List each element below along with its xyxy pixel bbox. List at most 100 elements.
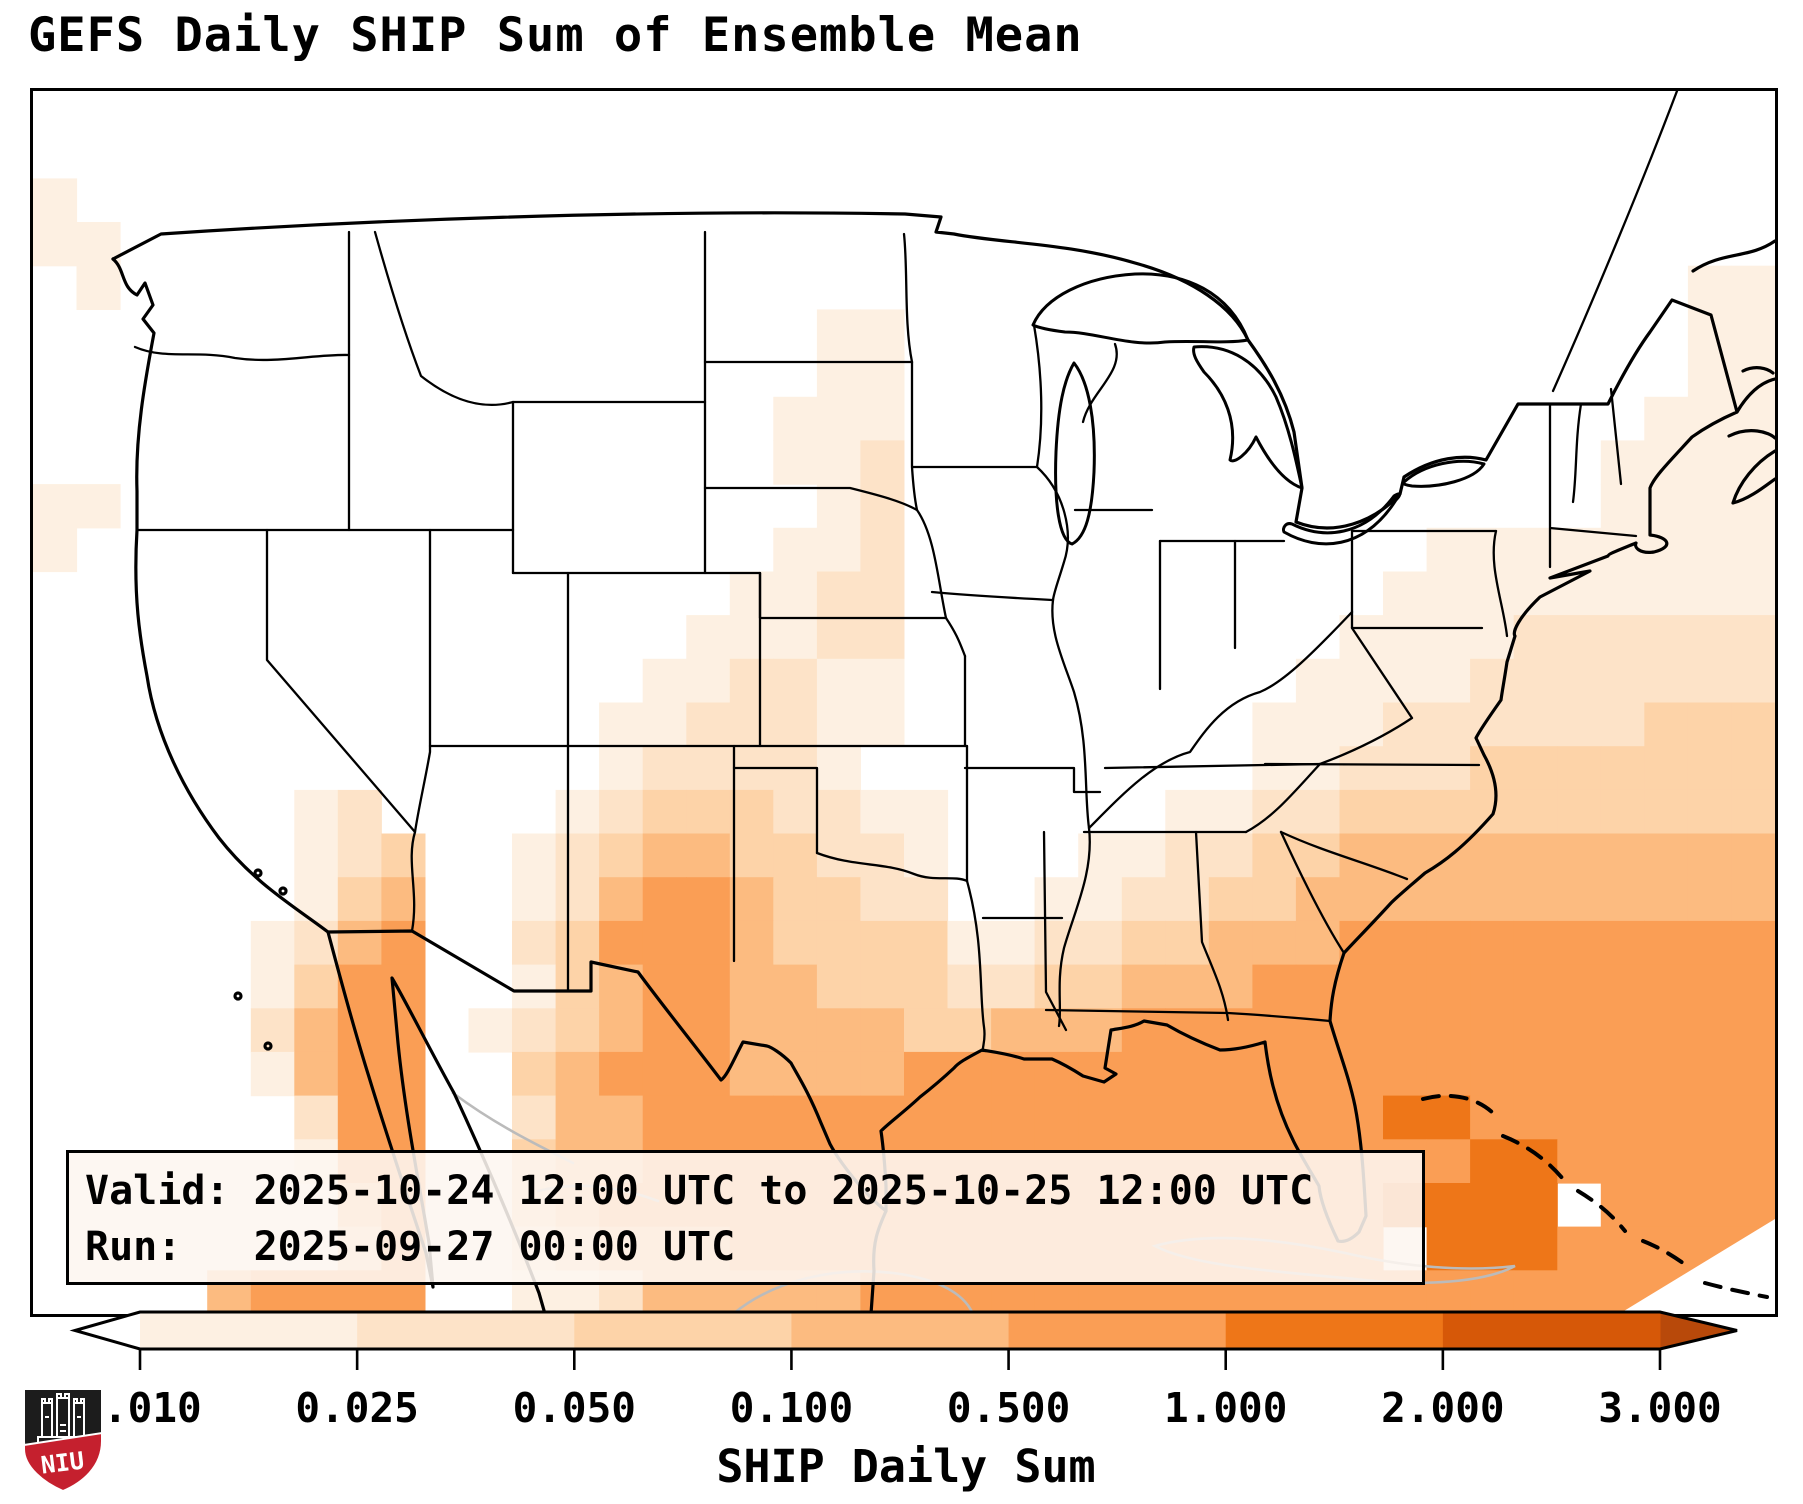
colorbar-segment <box>357 1312 575 1349</box>
shading-cell <box>1121 964 1166 1009</box>
shading-cell <box>1644 920 1689 966</box>
shading-cell <box>816 1051 861 1097</box>
shading-cell <box>1426 1008 1471 1053</box>
island-dot <box>263 1041 273 1051</box>
shading-cell <box>1687 1183 1732 1228</box>
shading-cell <box>1165 833 1210 878</box>
shading-cell <box>1600 877 1645 922</box>
shading-cell <box>1034 964 1079 1009</box>
shading-cell <box>860 658 905 704</box>
shading-cell <box>1470 746 1515 791</box>
shading-cell <box>555 789 600 835</box>
shading-cell <box>1644 571 1689 616</box>
shading-cell <box>337 877 382 922</box>
shading-cell <box>512 920 557 966</box>
shading-cell <box>642 789 687 835</box>
shading-cell <box>729 789 774 835</box>
shading-cell <box>1470 1008 1515 1053</box>
shading-cell <box>1208 964 1253 1009</box>
shading-cell <box>1034 877 1079 922</box>
shading-cell <box>1600 1139 1645 1184</box>
canada-border-east-coast-path <box>111 211 1739 1244</box>
shading-cell <box>1644 1139 1689 1184</box>
shading-cell <box>1470 964 1515 1009</box>
shading-cell <box>642 1095 687 1140</box>
shading-cell <box>1600 484 1645 529</box>
shading-cell <box>512 1095 557 1140</box>
shading-cell <box>1644 658 1689 704</box>
shading-cell <box>599 789 644 835</box>
island-dot <box>253 868 263 878</box>
shading-cell <box>1034 920 1079 966</box>
map-canvas <box>30 88 1778 1317</box>
shading-cell <box>1600 964 1645 1009</box>
shading-cell <box>1557 1051 1602 1097</box>
shading-cell <box>904 1051 949 1097</box>
shading-cell <box>904 964 949 1009</box>
shading-cell <box>686 746 731 791</box>
shading-cell <box>1383 571 1428 616</box>
colorbar-tick-label: 2.000 <box>1381 1384 1504 1432</box>
lake-erie <box>1282 492 1402 546</box>
shading-cell <box>1339 1008 1384 1053</box>
shading-cell <box>1426 746 1471 791</box>
shading-cell <box>1600 615 1645 660</box>
shading-cell <box>1687 1095 1732 1140</box>
shading-cell <box>512 1008 557 1053</box>
shading-cell <box>1339 964 1384 1009</box>
shading-cell <box>1208 1008 1253 1053</box>
shading-cell <box>381 920 426 966</box>
shading-cell <box>642 658 687 704</box>
shading-cell <box>1731 789 1775 835</box>
shading-cell <box>642 746 687 791</box>
shading-cell <box>1470 1183 1515 1228</box>
shading-cell <box>1687 833 1732 878</box>
shading-cell <box>1600 1226 1645 1271</box>
shading-cell <box>773 920 818 966</box>
shading-cell <box>1383 1008 1428 1053</box>
shading-cell <box>1426 1095 1471 1140</box>
shading-cell <box>1600 1008 1645 1053</box>
shading-cell <box>1513 1183 1558 1228</box>
shading-cell <box>1383 658 1428 704</box>
shading-cell <box>1078 920 1123 966</box>
shading-cell <box>1513 658 1558 704</box>
shading-cell <box>1339 877 1384 922</box>
shading-cell <box>686 877 731 922</box>
shading-cell <box>1426 1226 1471 1271</box>
shading-cell <box>1034 1095 1079 1140</box>
island-dot <box>233 991 243 1001</box>
shading-cell <box>816 1095 861 1140</box>
shading-cell <box>1295 658 1340 704</box>
shading-cell <box>555 1051 600 1097</box>
shading-cell <box>1078 877 1123 922</box>
shading-cell <box>860 396 905 442</box>
colorbar-tick-label: 0.050 <box>513 1384 636 1432</box>
shading-cell <box>860 702 905 747</box>
shading-cell <box>1426 571 1471 616</box>
page-title: GEFS Daily SHIP Sum of Ensemble Mean <box>28 8 1083 63</box>
shading-cell <box>555 1008 600 1053</box>
shading-cell <box>381 1095 426 1140</box>
shading-cell <box>1687 1139 1732 1184</box>
shading-cell <box>642 833 687 878</box>
shading-cell <box>1513 746 1558 791</box>
colorbar-segment <box>1008 1312 1227 1349</box>
shading-cell <box>381 964 426 1009</box>
shading-cell <box>991 1095 1036 1140</box>
shading-cell <box>1383 964 1428 1009</box>
shading-cell <box>1687 353 1732 398</box>
shading-cell <box>1426 877 1471 922</box>
shading-cell <box>642 702 687 747</box>
shading-cell <box>642 920 687 966</box>
shading-cell <box>1121 1008 1166 1053</box>
shading-cell <box>773 789 818 835</box>
shading-cell <box>1426 789 1471 835</box>
shading-cell <box>1513 1139 1558 1184</box>
shading-cell <box>816 440 861 485</box>
shading-cell <box>686 702 731 747</box>
shading-cell <box>1383 789 1428 835</box>
run-time-text: Run: 2025-09-27 00:00 UTC <box>85 1224 736 1270</box>
shading-cell <box>686 658 731 704</box>
shading-cell <box>1687 877 1732 922</box>
